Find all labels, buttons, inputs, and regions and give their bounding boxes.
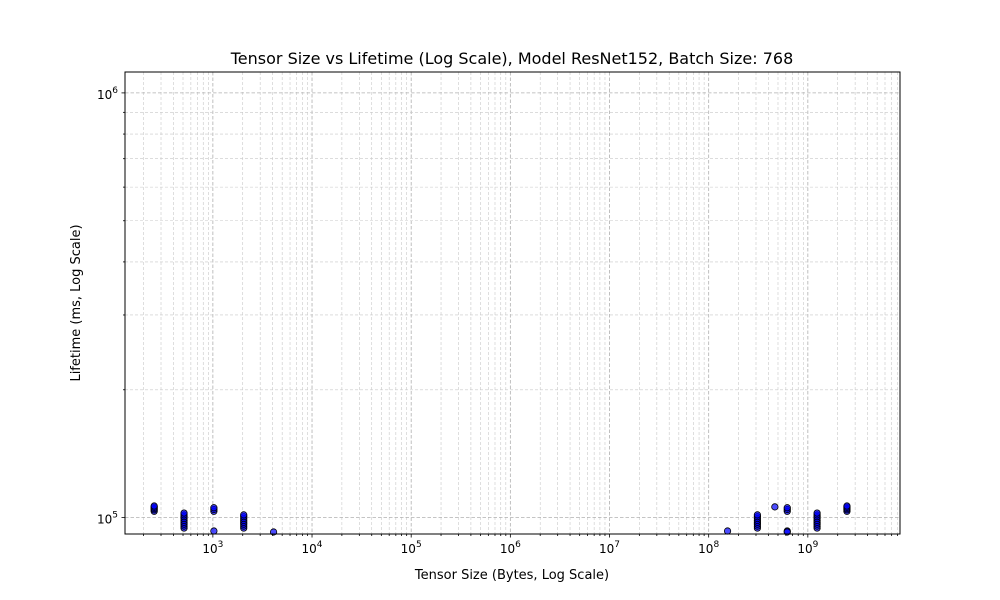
data-points	[150, 502, 851, 536]
grid	[125, 72, 900, 534]
data-point	[813, 509, 821, 517]
data-point	[753, 511, 761, 519]
plot-frame	[124, 71, 901, 535]
data-point	[210, 527, 218, 535]
x-tick-label: 103	[202, 540, 223, 556]
data-point	[783, 504, 791, 512]
data-point	[771, 503, 779, 511]
x-tick-label: 106	[500, 540, 521, 556]
y-tick-label: 105	[97, 511, 118, 527]
x-axis-ticks: 103 104 105 106 107 108 109	[143, 534, 898, 556]
x-tick-label: 104	[302, 540, 323, 556]
data-point	[180, 509, 188, 517]
x-axis-label: Tensor Size (Bytes, Log Scale)	[414, 568, 609, 583]
y-axis-label: Lifetime (ms, Log Scale)	[69, 224, 84, 381]
chart-title: Tensor Size vs Lifetime (Log Scale), Mod…	[230, 49, 794, 68]
data-point	[240, 511, 248, 519]
data-point	[150, 502, 158, 510]
x-tick-label: 109	[797, 540, 818, 556]
x-tick-label: 108	[698, 540, 719, 556]
data-point	[843, 502, 851, 510]
y-tick-label: 106	[97, 86, 118, 102]
data-point	[723, 527, 732, 535]
data-point	[210, 504, 218, 512]
x-tick-label: 107	[599, 540, 620, 556]
x-tick-label: 105	[401, 540, 422, 556]
y-axis-ticks: 105 106	[97, 86, 125, 527]
